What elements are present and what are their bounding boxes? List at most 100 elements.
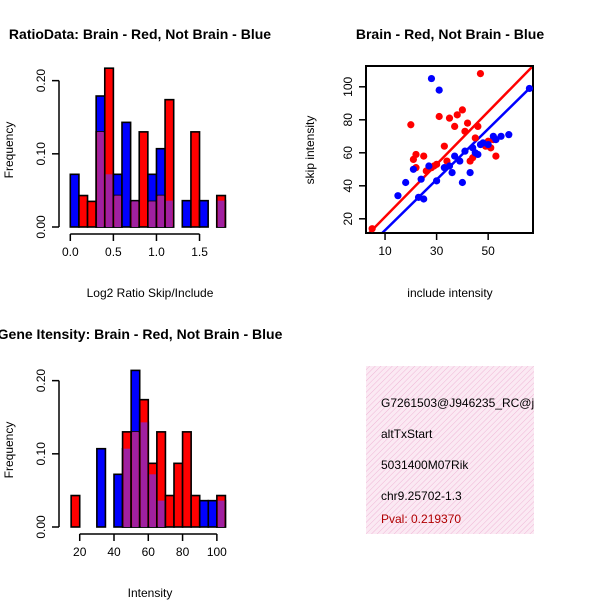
brain-bar	[190, 494, 201, 528]
not-brain-point	[492, 136, 500, 144]
ratio-histogram-y-axis: 0.00 0.10 0.20	[34, 69, 60, 239]
overlap-bar	[105, 174, 113, 227]
intensity-histogram-title: Gene Itensity: Brain - Red, Not Brain - …	[0, 326, 283, 342]
brain-bar	[164, 494, 175, 528]
not-brain-point	[402, 178, 410, 187]
intensity-histogram-y-axis: 0.00 0.10 0.20	[34, 369, 60, 539]
brain-point	[451, 122, 459, 130]
overlap-bar	[166, 200, 173, 227]
scatter-x-axis: 10 30 50	[378, 233, 495, 258]
probe-id: G7261503@J946235_RC@j_at	[381, 396, 551, 410]
not-brain-point	[458, 178, 466, 187]
brain-bar	[70, 494, 81, 528]
scatter-xlabel: include intensity	[407, 286, 492, 300]
brain-point	[445, 114, 454, 122]
brain-point	[474, 122, 482, 130]
not-brain-bar	[181, 199, 192, 228]
intensity-histogram-panel: Gene Itensity: Brain - Red, Not Brain - …	[0, 326, 283, 600]
not-brain-point	[394, 192, 402, 200]
x-tick-label: 0.5	[105, 245, 122, 259]
y-tick-label: 100	[341, 76, 355, 96]
overlap-bar	[148, 201, 156, 227]
not-brain-bar	[113, 473, 124, 528]
not-brain-point	[474, 150, 482, 159]
not-brain-bar	[198, 499, 210, 528]
brain-point	[435, 112, 443, 121]
brain-point	[461, 127, 469, 135]
overlap-bar	[149, 474, 156, 527]
scatter-y-axis: 20 40 60 80 100	[341, 76, 366, 225]
chromosome-location: chr9.25702-1.3	[381, 489, 462, 503]
scatter-fit-lines	[368, 67, 532, 232]
brain-bar	[190, 131, 201, 228]
x-tick-label: 1.0	[148, 245, 165, 259]
x-tick-label: 50	[481, 244, 495, 258]
x-tick-label: 60	[142, 545, 156, 559]
brain-point	[407, 121, 415, 129]
intensity-histogram-x-axis: 20 40 60 80 100	[73, 533, 227, 559]
overlap-bar	[123, 448, 131, 527]
not-brain-point	[484, 140, 492, 149]
overlap-bar	[157, 195, 165, 227]
brain-point	[476, 70, 485, 78]
intensity-scatter-panel: Brain - Red, Not Brain - Blue 10 30 50 20 4…	[303, 26, 544, 300]
y-tick-label: 80	[341, 113, 355, 127]
event-type: altTxStart	[381, 427, 433, 441]
brain-point	[471, 134, 479, 142]
not-brain-point	[433, 177, 441, 185]
brain-bar	[86, 200, 97, 228]
y-tick-label: 60	[341, 146, 355, 160]
not-brain-point	[497, 132, 505, 140]
not-brain-point	[435, 86, 443, 94]
not-brain-point	[420, 195, 428, 203]
ratio-histogram-panel: RatioData: Brain - Red, Not Brain - Blue…	[2, 26, 271, 300]
x-tick-label: 0.0	[62, 245, 79, 259]
y-tick-label: 0.00	[34, 515, 48, 539]
brain-point	[440, 142, 448, 150]
intensity-histogram-xlabel: Intensity	[128, 586, 173, 600]
not-brain-point	[456, 157, 464, 165]
x-tick-label: 20	[73, 545, 87, 559]
brain-point	[492, 152, 500, 160]
scatter-title: Brain - Red, Not Brain - Blue	[356, 26, 544, 42]
y-tick-label: 20	[341, 212, 355, 226]
ratio-histogram-x-axis: 0.0 0.5 1.0 1.5	[62, 233, 208, 259]
brain-point	[412, 150, 420, 159]
not-brain-bar	[96, 447, 107, 528]
overlap-bar	[217, 200, 225, 227]
overlap-bar	[140, 422, 148, 527]
not-brain-point	[448, 169, 456, 177]
info-panel-background	[366, 366, 534, 534]
brain-fit-line	[368, 67, 532, 232]
brain-bar	[78, 194, 89, 228]
brain-point	[458, 106, 466, 114]
y-tick-label: 0.00	[34, 215, 48, 239]
ratio-histogram-xlabel: Log2 Ratio Skip/Include	[87, 286, 214, 300]
gene-name: 5031400M07Rik	[381, 458, 469, 472]
scatter-ylabel: skip intensity	[303, 116, 317, 185]
overlap-bar	[114, 195, 121, 227]
scatter-plot-box	[365, 65, 534, 234]
not-brain-point	[417, 175, 425, 183]
p-value: Pval: 0.219370	[381, 512, 461, 526]
y-tick-label: 0.10	[34, 142, 48, 166]
intensity-histogram-bars	[70, 369, 227, 528]
brain-point	[453, 111, 461, 119]
y-tick-label: 0.10	[34, 442, 48, 466]
overlap-bar	[157, 500, 165, 527]
overlap-bar	[217, 500, 225, 527]
not-brain-fit-line	[381, 87, 531, 232]
not-brain-bar	[121, 121, 132, 228]
y-tick-label: 0.20	[34, 369, 48, 393]
not-brain-bar	[69, 173, 80, 228]
y-tick-label: 40	[341, 179, 355, 193]
ratio-histogram-title: RatioData: Brain - Red, Not Brain - Blue	[9, 26, 271, 42]
intensity-histogram-ylabel: Frequency	[2, 422, 16, 479]
not-brain-point	[425, 162, 433, 170]
not-brain-point	[505, 131, 513, 139]
not-brain-point	[409, 165, 418, 173]
not-brain-bar	[207, 499, 218, 528]
brain-point	[433, 160, 441, 168]
x-tick-label: 1.5	[191, 245, 208, 259]
